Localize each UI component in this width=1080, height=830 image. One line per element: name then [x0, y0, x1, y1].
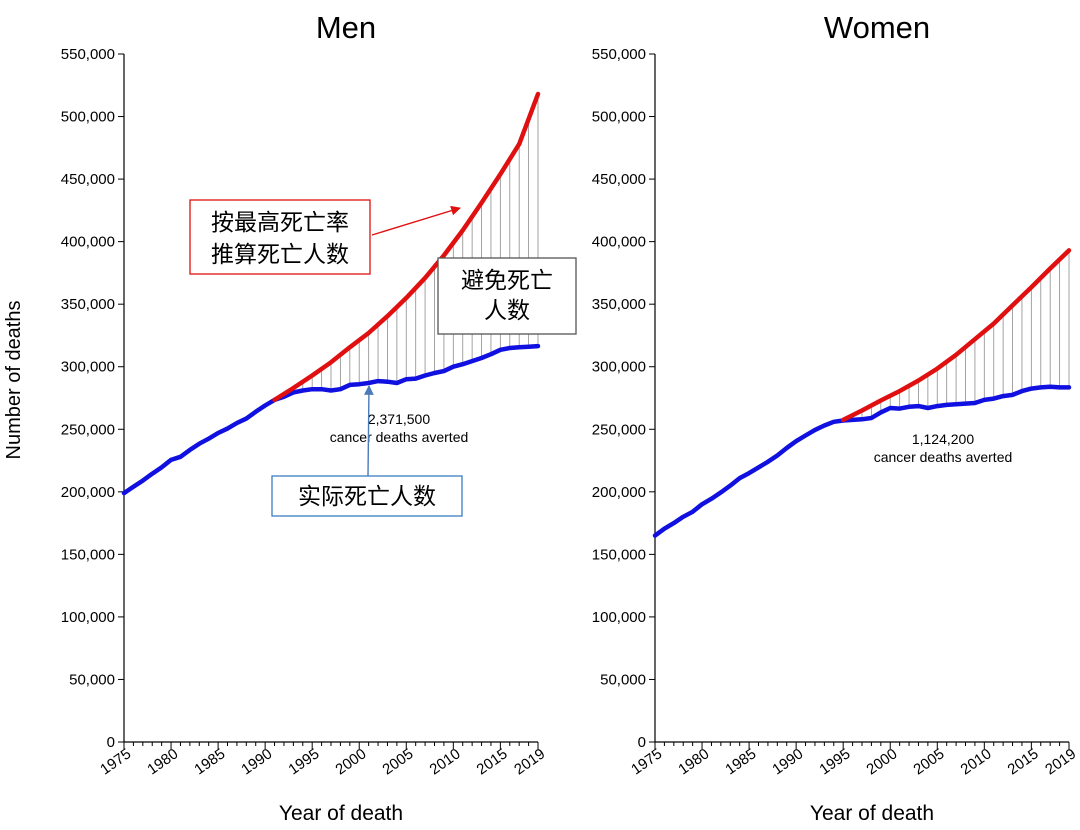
y-tick-label: 150,000	[61, 546, 115, 563]
y-tick-label: 0	[107, 734, 115, 751]
x-tick-label: 2015	[1005, 745, 1042, 778]
x-tick-label: 1995	[816, 745, 853, 778]
expected_label-text: 推算死亡人数	[211, 242, 349, 268]
x-tick-label: 2005	[379, 745, 416, 778]
y-tick-label: 500,000	[61, 109, 115, 126]
expected_label-box	[189, 199, 371, 275]
x-tick-label: 1985	[191, 745, 228, 778]
averted_label-box	[437, 257, 577, 335]
x-tick-label: 1980	[144, 745, 181, 778]
averted-annotation-line: 2,371,500	[368, 411, 430, 427]
y-tick-label: 100,000	[61, 609, 115, 626]
series-actual-line	[121, 343, 541, 496]
chart-title: Women	[824, 10, 930, 45]
actual_label-arrow	[364, 385, 374, 477]
series-expected-line	[272, 91, 541, 403]
averted_label-text: 避免死亡	[461, 268, 553, 294]
actual_label-box	[271, 475, 463, 517]
series-expected-line	[840, 248, 1072, 423]
x-tick-label: 2010	[958, 745, 995, 778]
expected_label-arrow	[371, 205, 461, 236]
averted-annotation-line: cancer deaths averted	[874, 449, 1013, 465]
y-tick-label: 300,000	[61, 359, 115, 376]
y-tick-label: 50,000	[69, 671, 115, 688]
y-tick-label: 400,000	[61, 234, 115, 251]
x-tick-label: 1975	[97, 745, 134, 778]
y-tick-label: 200,000	[592, 484, 646, 501]
y-tick-label: 550,000	[592, 46, 646, 63]
averted-annotation-line: 1,124,200	[912, 431, 974, 447]
averted-gap-lines	[842, 250, 1070, 421]
y-tick-label: 450,000	[61, 171, 115, 188]
y-tick-label: 100,000	[592, 609, 646, 626]
expected_label-text: 按最高死亡率	[211, 210, 349, 236]
x-tick-label: 2015	[474, 745, 511, 778]
x-tick-label: 2005	[910, 745, 947, 778]
x-axis-label: Year of death	[810, 802, 934, 825]
y-tick-label: 200,000	[61, 484, 115, 501]
y-tick-label: 550,000	[61, 46, 115, 63]
series-actual-line	[652, 384, 1072, 538]
y-tick-label: 350,000	[61, 296, 115, 313]
x-tick-label: 2000	[863, 745, 900, 778]
y-tick-label: 300,000	[592, 359, 646, 376]
actual_label-text: 实际死亡人数	[298, 484, 436, 510]
panel-men: Men 0 50,000 100,000 150,000 200,000 250,000 30…	[61, 10, 577, 825]
x-tick-label: 1980	[675, 745, 712, 778]
x-tick-label: 2019	[511, 745, 548, 778]
y-tick-label: 150,000	[592, 546, 646, 563]
x-tick-label: 2000	[332, 745, 369, 778]
x-tick-label: 1985	[722, 745, 759, 778]
y-tick-label: 250,000	[592, 421, 646, 438]
y-tick-label: 250,000	[61, 421, 115, 438]
panel-women: Women 0 50,000 100,000 150,000 200,000 250,000…	[592, 10, 1080, 825]
y-tick-label: 350,000	[592, 296, 646, 313]
x-tick-label: 2019	[1042, 745, 1079, 778]
y-tick-label: 450,000	[592, 171, 646, 188]
averted-annotation-line: cancer deaths averted	[330, 429, 469, 445]
x-tick-label: 1995	[285, 745, 322, 778]
y-tick-label: 0	[638, 734, 646, 751]
x-axis-label: Year of death	[279, 802, 403, 825]
x-tick-label: 1975	[628, 745, 665, 778]
x-tick-label: 1990	[238, 745, 275, 778]
averted_label-text: 人数	[484, 298, 530, 324]
y-axis-label: Number of deaths	[3, 301, 25, 460]
y-tick-label: 500,000	[592, 109, 646, 126]
x-tick-label: 2010	[427, 745, 464, 778]
x-tick-label: 1990	[769, 745, 806, 778]
chart-title: Men	[316, 10, 376, 45]
y-tick-label: 50,000	[600, 671, 646, 688]
y-tick-label: 400,000	[592, 234, 646, 251]
